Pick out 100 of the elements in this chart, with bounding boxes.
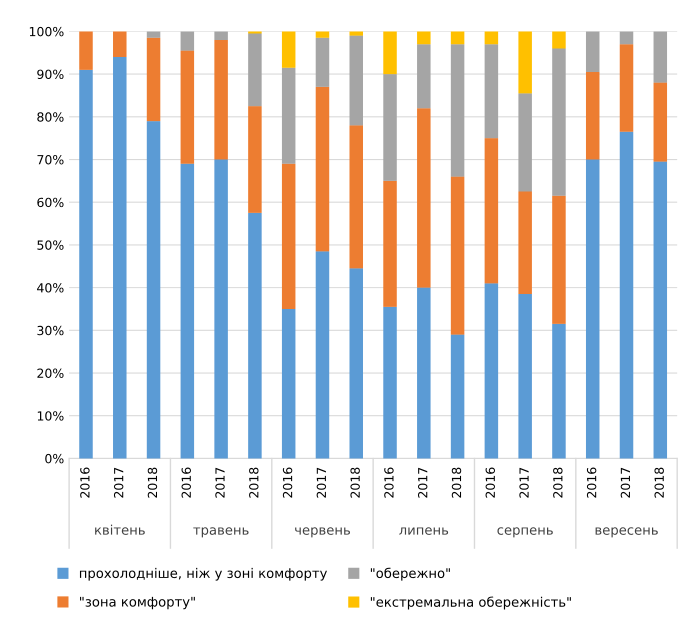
text: липень bbox=[399, 527, 448, 535]
bar bbox=[146, 31, 160, 38]
bar bbox=[417, 288, 431, 458]
text: червень bbox=[295, 527, 350, 538]
bar bbox=[282, 68, 296, 164]
y-tick-label: 100% bbox=[30, 26, 64, 36]
bar bbox=[552, 324, 566, 458]
x-tick-label: 2016 bbox=[182, 468, 191, 498]
bar bbox=[349, 125, 364, 268]
bar bbox=[518, 192, 532, 294]
y-tick-label: 60% bbox=[37, 198, 64, 208]
bar bbox=[349, 36, 364, 126]
bar bbox=[316, 31, 330, 38]
legend-label: "обережно" bbox=[370, 568, 450, 581]
x-tick-label: 2018 bbox=[654, 468, 664, 498]
bar bbox=[316, 251, 330, 458]
bar bbox=[383, 31, 397, 74]
bar bbox=[450, 176, 464, 335]
bar bbox=[654, 31, 668, 83]
bar bbox=[383, 180, 397, 307]
bar bbox=[79, 70, 93, 458]
bar bbox=[214, 40, 228, 160]
bar bbox=[146, 38, 160, 122]
bar bbox=[552, 48, 566, 196]
legend-label: прохолодніше, ніж у зоні комфорту bbox=[80, 568, 327, 581]
text: вересень bbox=[596, 527, 658, 538]
bar bbox=[654, 162, 668, 458]
text: квітень bbox=[95, 524, 145, 535]
bar bbox=[316, 86, 330, 252]
bar bbox=[113, 31, 127, 58]
y-tick-label: 90% bbox=[37, 70, 64, 80]
bar bbox=[282, 308, 296, 458]
bar bbox=[316, 38, 330, 87]
x-tick-label: 2017 bbox=[519, 468, 529, 498]
bar bbox=[450, 31, 464, 44]
bar bbox=[518, 93, 532, 192]
bar bbox=[450, 44, 464, 177]
bar bbox=[282, 164, 296, 309]
x-tick-label: 2018 bbox=[452, 468, 462, 498]
bar bbox=[654, 82, 668, 162]
bar bbox=[248, 106, 262, 213]
bar bbox=[484, 31, 498, 44]
y-tick-label: 70% bbox=[37, 154, 64, 164]
x-tick-label: 2018 bbox=[350, 468, 360, 498]
x-tick-label: 2017 bbox=[620, 468, 630, 498]
x-tick-label: 2017 bbox=[215, 468, 225, 498]
y-tick-label: 80% bbox=[37, 112, 64, 122]
bar bbox=[484, 44, 498, 138]
x-tick-label: 2017 bbox=[418, 468, 428, 498]
bar bbox=[518, 294, 532, 458]
x-tick-label: 2016 bbox=[282, 468, 292, 498]
bar bbox=[248, 34, 262, 106]
bar bbox=[180, 164, 194, 458]
x-tick-label: 2017 bbox=[114, 468, 124, 498]
x-tick-label: 2018 bbox=[553, 468, 563, 498]
bar bbox=[417, 44, 431, 108]
bar bbox=[248, 31, 262, 34]
x-tick-label: 2016 bbox=[586, 468, 596, 498]
bar bbox=[620, 44, 634, 132]
x-tick-label: 2016 bbox=[80, 468, 90, 498]
bar bbox=[113, 57, 127, 458]
bar bbox=[620, 132, 634, 458]
bar bbox=[282, 31, 296, 68]
bar bbox=[586, 31, 600, 72]
bar bbox=[450, 334, 464, 458]
y-tick-label: 30% bbox=[37, 326, 64, 336]
bar bbox=[349, 31, 364, 36]
bar bbox=[417, 31, 431, 44]
x-tick-label: 2018 bbox=[148, 468, 158, 498]
bar bbox=[248, 212, 262, 458]
bar bbox=[484, 283, 498, 458]
bar bbox=[620, 31, 634, 44]
y-tick-label: 20% bbox=[37, 368, 64, 378]
bar bbox=[349, 268, 364, 458]
y-tick-label: 40% bbox=[37, 283, 64, 293]
y-tick-label: 0% bbox=[45, 454, 64, 464]
text: серпень bbox=[497, 527, 553, 538]
legend-label: "зона комфорту" bbox=[80, 596, 195, 610]
bar bbox=[484, 138, 498, 284]
bar bbox=[79, 31, 93, 70]
x-tick-label: 2018 bbox=[249, 468, 259, 498]
bar bbox=[180, 31, 194, 51]
bar bbox=[214, 31, 228, 40]
x-tick-label: 2016 bbox=[384, 468, 394, 498]
bar bbox=[417, 108, 431, 288]
bar bbox=[383, 306, 397, 458]
x-tick-label: 2017 bbox=[316, 468, 326, 498]
bar bbox=[552, 31, 566, 48]
text: травень bbox=[193, 527, 249, 538]
legend-label: "екстремальна обережність" bbox=[370, 596, 571, 610]
bar bbox=[383, 74, 397, 181]
bar bbox=[518, 31, 532, 94]
bar bbox=[214, 160, 228, 458]
bar bbox=[586, 160, 600, 458]
bar bbox=[552, 196, 566, 324]
y-tick-label: 50% bbox=[37, 240, 64, 250]
x-tick-label: 2016 bbox=[486, 468, 496, 498]
y-tick-label: 10% bbox=[38, 411, 64, 421]
bar bbox=[586, 72, 600, 160]
bar bbox=[146, 121, 160, 458]
